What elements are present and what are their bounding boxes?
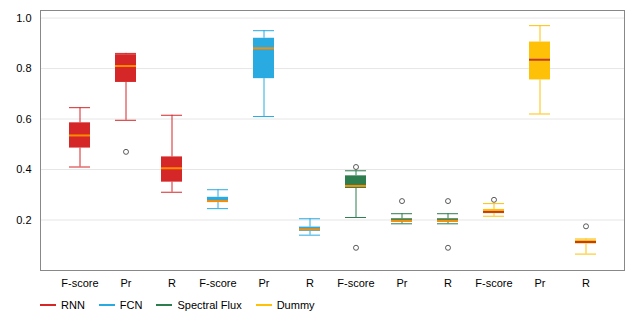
html-text:FCN: FCN bbox=[119, 299, 143, 311]
svg-text:1.0: 1.0 bbox=[16, 12, 31, 24]
svg-text:F-score: F-score bbox=[61, 277, 98, 289]
svg-text:Pr: Pr bbox=[535, 277, 546, 289]
svg-text:F-score: F-score bbox=[337, 277, 374, 289]
svg-text:Pr: Pr bbox=[121, 277, 132, 289]
html-text:Spectral Flux: Spectral Flux bbox=[177, 299, 242, 311]
svg-text:R: R bbox=[582, 277, 590, 289]
svg-text:0.4: 0.4 bbox=[16, 163, 31, 175]
svg-text:0.2: 0.2 bbox=[16, 214, 31, 226]
svg-text:R: R bbox=[444, 277, 452, 289]
svg-text:Pr: Pr bbox=[259, 277, 270, 289]
html-text:Dummy: Dummy bbox=[276, 299, 315, 311]
html-text:RNN: RNN bbox=[61, 299, 85, 311]
svg-text:F-score: F-score bbox=[475, 277, 512, 289]
svg-text:R: R bbox=[306, 277, 314, 289]
svg-text:R: R bbox=[168, 277, 176, 289]
svg-text:F-score: F-score bbox=[199, 277, 236, 289]
svg-text:0.6: 0.6 bbox=[16, 113, 31, 125]
svg-text:0.8: 0.8 bbox=[16, 62, 31, 74]
svg-text:Pr: Pr bbox=[397, 277, 408, 289]
